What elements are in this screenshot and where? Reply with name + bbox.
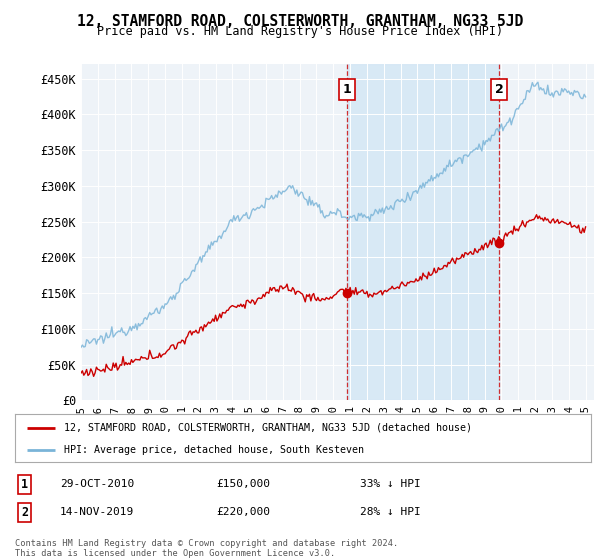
Text: 1: 1 (343, 83, 352, 96)
Text: 12, STAMFORD ROAD, COLSTERWORTH, GRANTHAM, NG33 5JD: 12, STAMFORD ROAD, COLSTERWORTH, GRANTHA… (77, 14, 523, 29)
Text: 28% ↓ HPI: 28% ↓ HPI (360, 507, 421, 517)
Text: 12, STAMFORD ROAD, COLSTERWORTH, GRANTHAM, NG33 5JD (detached house): 12, STAMFORD ROAD, COLSTERWORTH, GRANTHA… (64, 423, 472, 433)
Text: £220,000: £220,000 (216, 507, 270, 517)
Text: HPI: Average price, detached house, South Kesteven: HPI: Average price, detached house, Sout… (64, 445, 364, 455)
Bar (347, 64, 499, 400)
Text: 14-NOV-2019: 14-NOV-2019 (60, 507, 134, 517)
Text: 1: 1 (21, 478, 28, 491)
Text: 2: 2 (21, 506, 28, 519)
Text: 2: 2 (495, 83, 503, 96)
Text: 33% ↓ HPI: 33% ↓ HPI (360, 479, 421, 489)
Text: £150,000: £150,000 (216, 479, 270, 489)
Text: Contains HM Land Registry data © Crown copyright and database right 2024.
This d: Contains HM Land Registry data © Crown c… (15, 539, 398, 558)
Text: Price paid vs. HM Land Registry's House Price Index (HPI): Price paid vs. HM Land Registry's House … (97, 25, 503, 38)
Text: 29-OCT-2010: 29-OCT-2010 (60, 479, 134, 489)
